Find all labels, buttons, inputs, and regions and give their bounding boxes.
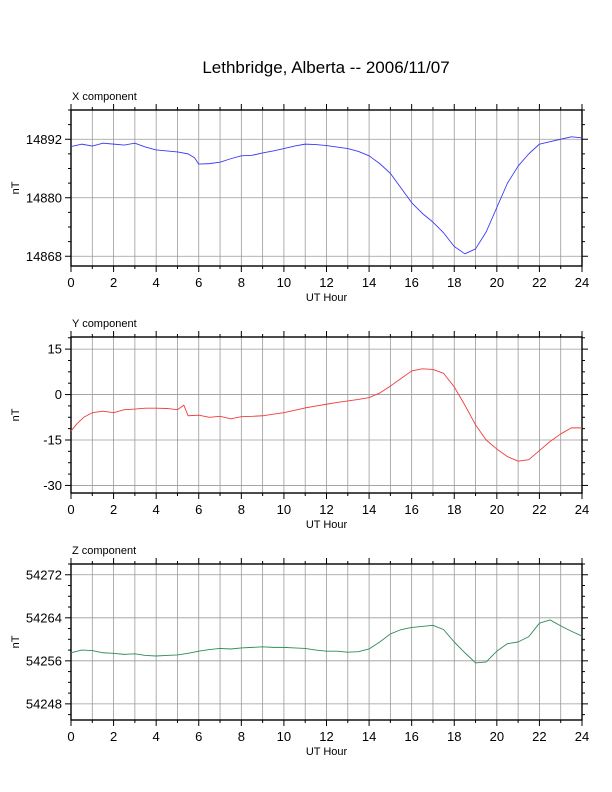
x-tick-label: 14 — [362, 729, 376, 744]
x-axis-label: UT Hour — [306, 292, 348, 304]
x-tick-label: 16 — [404, 729, 418, 744]
x-tick-label: 22 — [532, 729, 546, 744]
x-tick-label: 6 — [195, 275, 202, 290]
series-line — [70, 136, 583, 255]
x-tick-label: 16 — [404, 275, 418, 290]
panel-title-z: Z component — [72, 545, 137, 557]
y-tick-label: -30 — [43, 478, 62, 493]
series-line — [70, 368, 582, 462]
x-tick-label: 22 — [532, 275, 546, 290]
x-tick-label: 24 — [575, 502, 589, 517]
y-tick-label: 14892 — [26, 132, 62, 147]
x-tick-label: 16 — [404, 502, 418, 517]
x-tick-label: 12 — [319, 502, 333, 517]
y-tick-label: 54248 — [26, 696, 62, 711]
y-axis-label: nT — [10, 181, 22, 194]
x-tick-label: 10 — [277, 502, 291, 517]
panel-title-x: X component — [72, 91, 137, 103]
x-axis-label: UT Hour — [306, 519, 348, 531]
x-tick-label: 2 — [110, 502, 117, 517]
y-tick-label: 0 — [55, 387, 62, 402]
x-tick-label: 22 — [532, 502, 546, 517]
x-tick-label: 12 — [319, 729, 333, 744]
y-tick-label: 14880 — [26, 190, 62, 205]
x-tick-label: 2 — [110, 275, 117, 290]
x-tick-label: 14 — [362, 502, 376, 517]
x-tick-label: 4 — [153, 275, 160, 290]
x-tick-label: 24 — [575, 275, 589, 290]
chart-panel-3: 0 2 4 6 8 10 12 14 16 18 20 22 245424854256542645427… — [10, 558, 589, 758]
x-tick-label: 8 — [238, 729, 245, 744]
x-tick-label: 20 — [490, 502, 504, 517]
x-tick-label: 20 — [490, 275, 504, 290]
x-tick-label: 4 — [153, 729, 160, 744]
y-tick-label: 54256 — [26, 653, 62, 668]
x-tick-label: 10 — [277, 729, 291, 744]
page-title: Lethbridge, Alberta -- 2006/11/07 — [202, 58, 450, 77]
y-axis-label: nT — [10, 635, 22, 648]
x-tick-label: 14 — [362, 275, 376, 290]
y-axis-label: nT — [10, 408, 22, 421]
panel-title-y: Y component — [72, 318, 137, 330]
y-tick-label: 54264 — [26, 610, 62, 625]
x-tick-label: 8 — [238, 275, 245, 290]
series-line — [70, 619, 583, 664]
x-tick-label: 12 — [319, 275, 333, 290]
x-tick-label: 18 — [447, 275, 461, 290]
x-axis-label: UT Hour — [306, 746, 348, 758]
x-tick-label: 18 — [447, 729, 461, 744]
x-tick-label: 8 — [238, 502, 245, 517]
x-tick-label: 20 — [490, 729, 504, 744]
y-tick-label: 15 — [48, 342, 62, 357]
x-tick-label: 10 — [277, 275, 291, 290]
x-tick-label: 4 — [153, 502, 160, 517]
x-tick-label: 0 — [67, 729, 74, 744]
x-tick-label: 18 — [447, 502, 461, 517]
x-tick-label: 24 — [575, 729, 589, 744]
y-tick-label: -15 — [43, 432, 62, 447]
y-tick-label: 54272 — [26, 567, 62, 582]
y-tick-label: 14868 — [26, 249, 62, 264]
x-tick-label: 2 — [110, 729, 117, 744]
x-tick-label: 0 — [67, 502, 74, 517]
x-tick-label: 6 — [195, 729, 202, 744]
x-tick-label: 6 — [195, 502, 202, 517]
x-tick-label: 0 — [67, 275, 74, 290]
